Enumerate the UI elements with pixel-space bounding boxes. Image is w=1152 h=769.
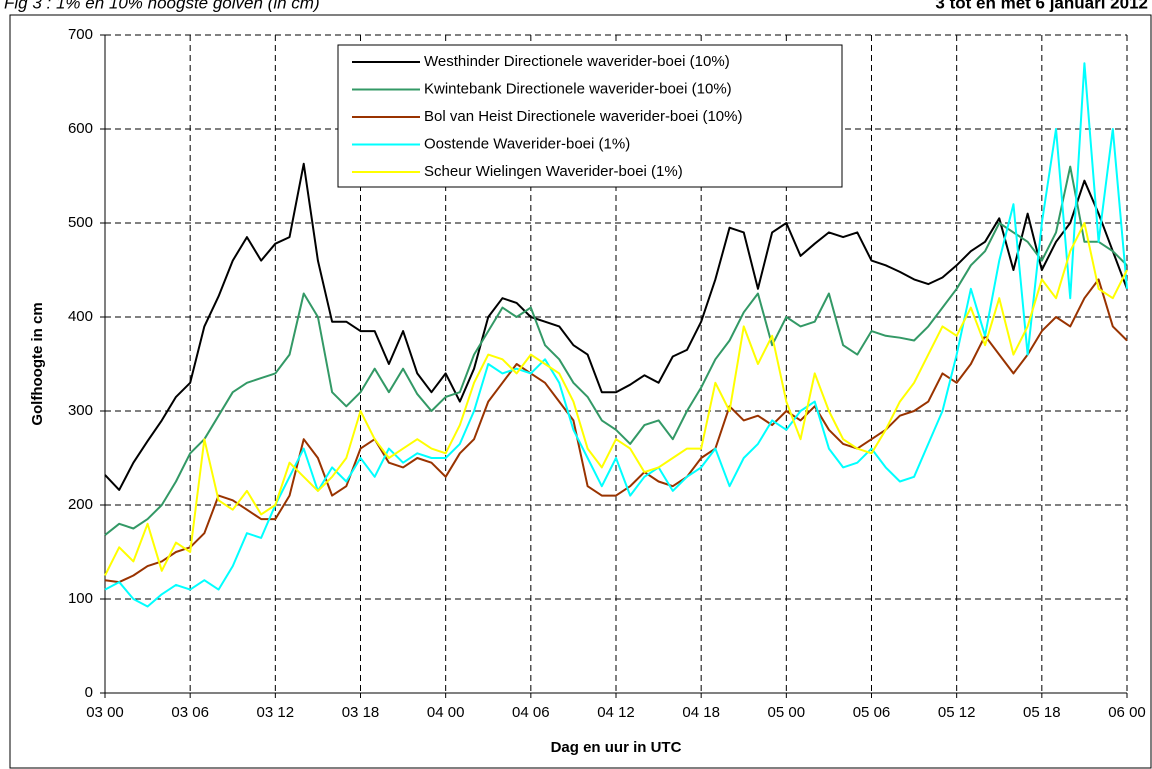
series-line [104,165,1128,536]
x-tick-label: 04 12 [597,704,635,721]
y-tick-label: 700 [68,26,93,43]
y-tick-label: 0 [85,684,93,701]
y-tick-label: 100 [68,590,93,607]
y-tick-label: 600 [68,120,93,137]
x-tick-label: 04 06 [512,704,550,721]
x-tick-label: 05 18 [1023,704,1061,721]
y-tick-label: 300 [68,402,93,419]
x-tick-label: 05 00 [768,704,806,721]
x-tick-label: 05 12 [938,704,976,721]
x-tick-label: 03 12 [257,704,295,721]
x-tick-label: 04 18 [682,704,720,721]
chart-subtitle: 3 tot en met 6 januari 2012 [935,0,1148,12]
y-tick-label: 500 [68,214,93,231]
frame [9,14,1152,769]
legend-label: Oostende Waverider-boei (1%) [424,135,630,152]
y-tick-label: 400 [68,308,93,325]
legend-label: Bol van Heist Directionele waverider-boe… [424,108,742,125]
legend-label: Scheur Wielingen Waverider-boei (1%) [424,163,683,180]
x-tick-label: 03 00 [86,704,124,721]
chart-title: Fig 3 : 1% en 10% hoogste golven (in cm) [4,0,320,12]
series-line [104,222,1128,576]
x-tick-label: 06 00 [1108,704,1146,721]
legend-label: Westhinder Directionele waverider-boei (… [424,53,730,70]
x-tick-label: 05 06 [853,704,891,721]
x-tick-label: 04 00 [427,704,465,721]
legend-label: Kwintebank Directionele waverider-boei (… [424,80,732,97]
x-axis-label: Dag en uur in UTC [551,739,682,756]
y-tick-label: 200 [68,496,93,513]
y-axis-label: Golfhoogte in cm [29,302,46,425]
x-tick-label: 03 18 [342,704,380,721]
series-line [104,278,1128,584]
legend-box [337,44,843,188]
series-line [104,162,1128,491]
x-tick-label: 03 06 [171,704,209,721]
legend: Westhinder Directionele waverider-boei (… [337,44,843,188]
